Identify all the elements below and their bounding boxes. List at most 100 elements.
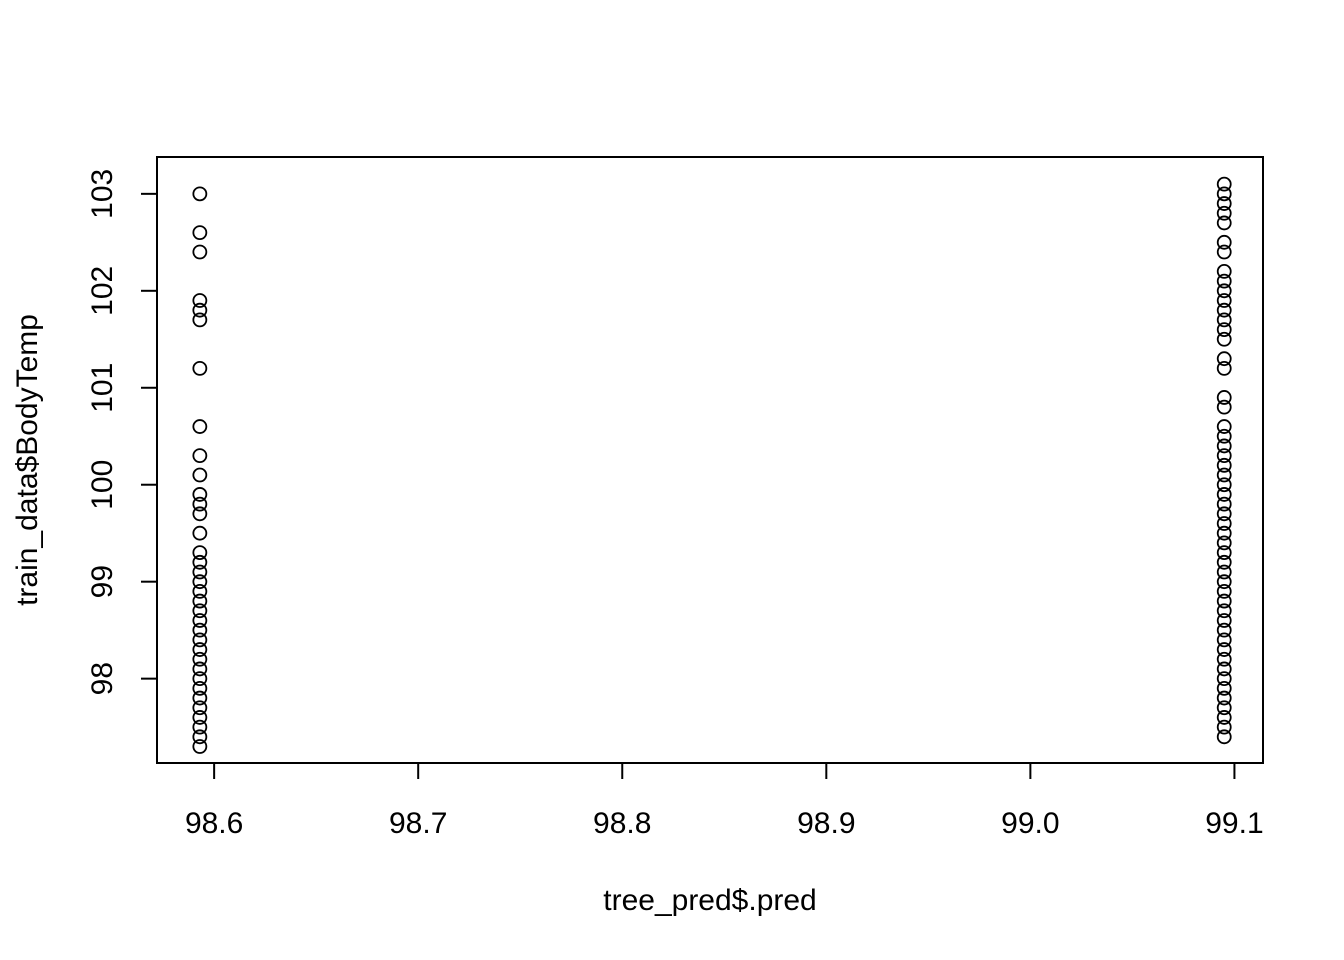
data-point (1216, 467, 1232, 483)
data-point (1216, 593, 1232, 609)
x-tick-label: 98.7 (389, 807, 447, 840)
data-point (192, 293, 208, 308)
data-point (1216, 419, 1232, 434)
data-point (192, 603, 208, 619)
data-point (1216, 642, 1232, 657)
data-point (192, 690, 208, 706)
data-point (1216, 603, 1232, 619)
data-point (192, 487, 208, 502)
data-point (1216, 438, 1232, 454)
data-points (192, 176, 1232, 754)
data-point (1216, 428, 1232, 444)
data-point (192, 545, 208, 560)
data-point (192, 525, 208, 541)
data-point (1216, 671, 1232, 687)
data-point (192, 632, 208, 648)
data-point (192, 225, 208, 241)
data-point (192, 467, 208, 483)
data-point (192, 583, 208, 599)
data-point (1216, 719, 1232, 735)
data-point (192, 564, 208, 580)
data-point (192, 419, 208, 434)
data-point (192, 622, 208, 638)
data-point (1216, 244, 1232, 260)
data-point (192, 360, 208, 376)
data-point (1216, 729, 1232, 745)
data-point (192, 739, 208, 754)
x-axis-title: tree_pred$.pred (603, 884, 817, 917)
data-point (192, 671, 208, 687)
data-point (1216, 186, 1232, 202)
data-point (192, 710, 208, 725)
x-tick-label: 98.9 (797, 807, 855, 840)
data-point (1216, 234, 1232, 250)
data-point (1216, 496, 1232, 512)
data-point (1216, 545, 1232, 560)
y-axis: 98 99 100 101 102 103 (86, 169, 158, 695)
data-point (1216, 710, 1232, 725)
data-point (192, 651, 208, 667)
x-tick-label: 99.0 (1001, 807, 1059, 840)
data-point (1216, 632, 1232, 648)
data-point (1216, 331, 1232, 347)
data-point (1216, 351, 1232, 367)
data-point (1216, 535, 1232, 551)
data-point (1216, 477, 1232, 493)
data-point (1216, 700, 1232, 716)
data-point (1216, 273, 1232, 289)
data-point (1216, 661, 1232, 677)
data-point (192, 506, 208, 522)
x-tick-label: 98.6 (185, 807, 243, 840)
data-point (192, 700, 208, 716)
data-point (192, 593, 208, 609)
y-tick-label: 102 (86, 266, 119, 316)
data-point (1216, 322, 1232, 337)
data-point (1216, 574, 1232, 590)
y-axis-title: train_data$BodyTemp (11, 314, 44, 606)
data-point (1216, 448, 1232, 464)
data-point (1216, 690, 1232, 706)
data-point (192, 680, 208, 696)
data-point (1216, 506, 1232, 522)
data-point (192, 312, 208, 328)
data-point (1216, 293, 1232, 308)
y-tick-label: 101 (86, 363, 119, 413)
data-point (192, 613, 208, 628)
data-point (192, 574, 208, 590)
data-point (1216, 176, 1232, 192)
data-point (1216, 613, 1232, 628)
data-point (1216, 302, 1232, 318)
data-point (1216, 583, 1232, 599)
data-point (1216, 264, 1232, 279)
x-tick-label: 98.8 (593, 807, 651, 840)
data-point (1216, 283, 1232, 299)
data-point (192, 496, 208, 512)
data-point (1216, 622, 1232, 638)
data-point (1216, 680, 1232, 696)
y-tick-label: 98 (86, 662, 119, 695)
data-point (1216, 399, 1232, 415)
data-point (192, 554, 208, 570)
x-axis: 98.6 98.7 98.8 98.9 99.0 99.1 (185, 762, 1264, 840)
data-point (192, 729, 208, 745)
data-point (1216, 360, 1232, 376)
data-point (1216, 651, 1232, 667)
x-tick-label: 99.1 (1205, 807, 1263, 840)
data-point (192, 186, 208, 202)
data-point (1216, 525, 1232, 541)
data-point (1216, 215, 1232, 231)
y-tick-label: 99 (86, 565, 119, 598)
data-point (192, 719, 208, 735)
data-point (192, 302, 208, 318)
y-tick-label: 103 (86, 169, 119, 219)
data-point (1216, 312, 1232, 328)
data-point (1216, 390, 1232, 405)
data-point (192, 642, 208, 657)
data-point (1216, 554, 1232, 570)
data-point (192, 244, 208, 260)
data-point (1216, 457, 1232, 473)
data-point (1216, 564, 1232, 580)
data-point (1216, 487, 1232, 502)
